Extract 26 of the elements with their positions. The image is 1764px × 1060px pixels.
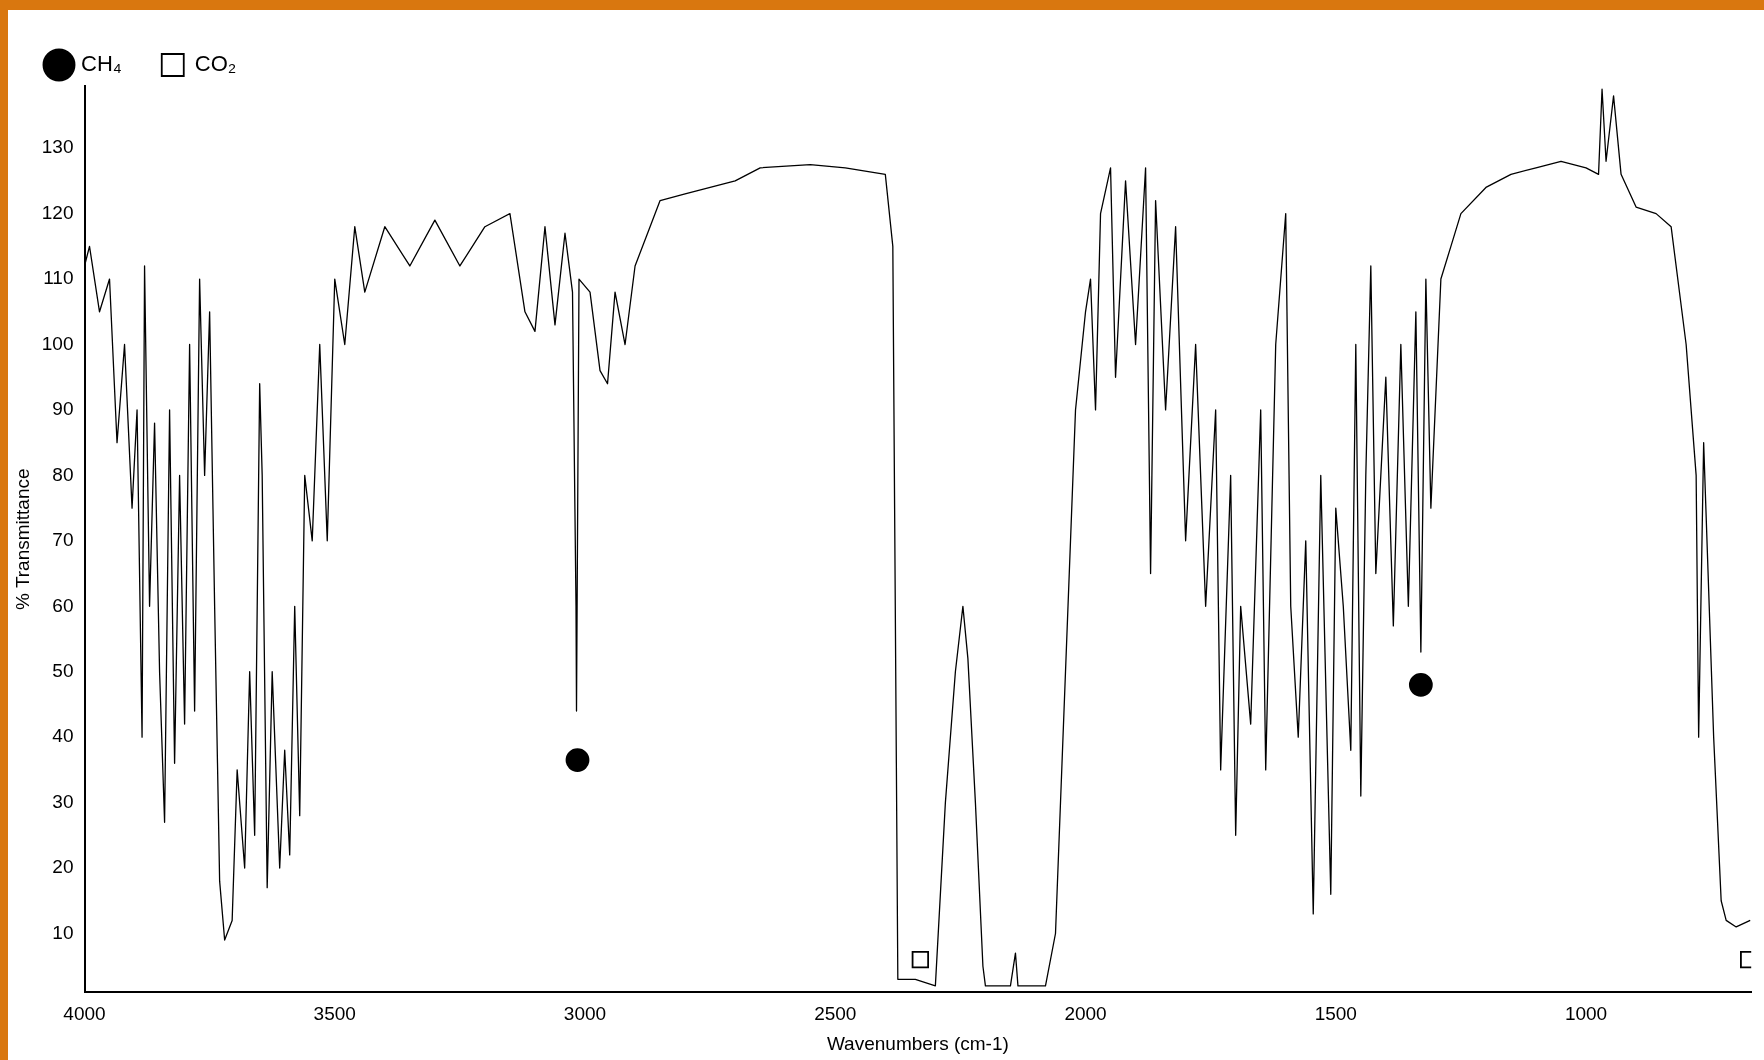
point: [565, 748, 590, 772]
y-tick-label: 100: [41, 332, 74, 354]
x-tick-label: 3500: [313, 1003, 356, 1025]
y-tick-label: 80: [52, 463, 74, 485]
y-axis-title: % Transmittance: [11, 468, 33, 610]
x-tick-label: 1000: [1564, 1003, 1608, 1025]
y-tick-label: 90: [52, 398, 74, 420]
point: [1408, 672, 1433, 697]
x-tick-label: 4000: [63, 1003, 106, 1025]
y-tick-label: 120: [41, 201, 74, 223]
y-tick-label: 50: [52, 659, 74, 681]
y-tick-label: 110: [43, 267, 74, 289]
y-tick-label: 130: [41, 136, 74, 158]
y-tick-label: 70: [52, 529, 74, 551]
x-tick-label: 2500: [814, 1003, 857, 1025]
legend-label: CH₄: [81, 51, 122, 77]
x-tick-label: 1500: [1314, 1003, 1357, 1025]
x-tick-label: 3000: [563, 1003, 607, 1025]
x-axis-title: Wavenumbers (cm-1): [826, 1032, 1009, 1054]
x-tick-label: 2000: [1064, 1003, 1107, 1025]
y-tick-label: 40: [52, 725, 74, 747]
y-tick-label: 10: [52, 921, 74, 943]
y-tick-label: 30: [52, 790, 74, 812]
legend-label: CO₂: [194, 51, 237, 77]
y-tick-label: 20: [52, 856, 74, 878]
y-tick-label: 60: [52, 594, 74, 616]
